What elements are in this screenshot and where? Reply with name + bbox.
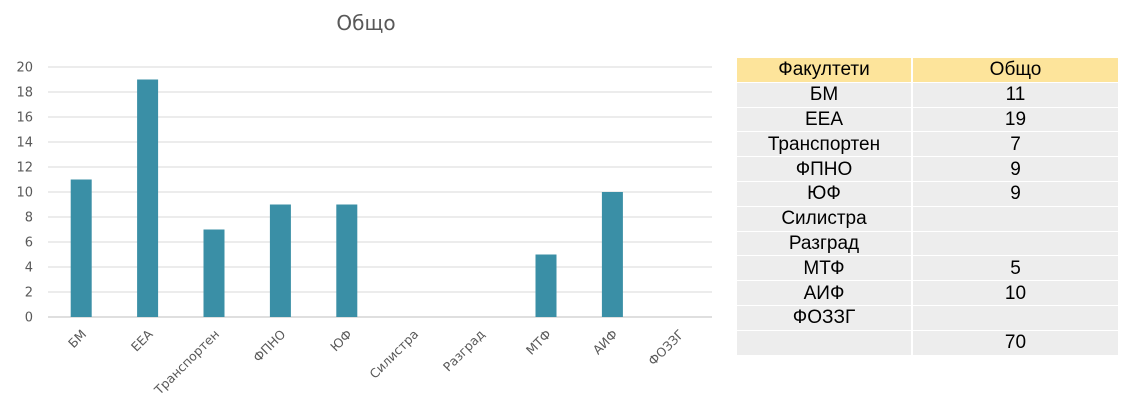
x-tick-label: Силистра xyxy=(366,327,421,382)
total-cell: 70 xyxy=(912,330,1118,356)
y-tick-label: 0 xyxy=(25,311,33,326)
bar xyxy=(269,204,291,317)
y-tick-label: 8 xyxy=(25,211,33,226)
bar xyxy=(203,229,225,317)
table-row: ФПНО 9 xyxy=(737,156,1118,182)
total-cell xyxy=(912,231,1118,257)
table-body: БМ 11 ЕЕА 19 Транспортен 7 ФПНО 9 ЮФ 9 Силистра Раз… xyxy=(737,82,1118,356)
y-tick-label: 16 xyxy=(16,111,33,126)
total-cell: 9 xyxy=(912,156,1118,182)
data-table: Факултети Общо БМ 11 ЕЕА 19 Транспортен 7 ФПНО… xyxy=(737,58,1118,356)
x-tick-label: БМ xyxy=(65,327,89,351)
gridlines xyxy=(48,66,712,318)
bars xyxy=(70,79,623,317)
faculty-cell: Разград xyxy=(737,231,913,257)
faculty-cell: БМ xyxy=(737,82,913,108)
table-row: 70 xyxy=(737,330,1118,356)
bar xyxy=(336,204,358,317)
table-row: ЮФ 9 xyxy=(737,181,1118,207)
bar xyxy=(535,254,557,317)
total-cell xyxy=(912,206,1118,232)
table-row: Разград xyxy=(737,231,1118,257)
table-header-row: Факултети Общо xyxy=(737,58,1118,83)
faculty-cell: ЮФ xyxy=(737,181,913,207)
total-cell: 11 xyxy=(912,82,1118,108)
total-cell: 5 xyxy=(912,255,1118,282)
x-tick-label: МТФ xyxy=(523,326,554,357)
total-cell: 9 xyxy=(912,181,1118,207)
table-row: АИФ 10 xyxy=(737,280,1118,306)
faculty-cell: ФПНО xyxy=(737,156,913,182)
y-tick-label: 20 xyxy=(16,61,33,76)
x-tick-label: Транспортен xyxy=(151,327,223,399)
chart-title: Общо xyxy=(336,11,395,35)
header-faculty: Факултети xyxy=(737,58,913,83)
y-tick-label: 2 xyxy=(25,286,33,301)
faculty-cell: Транспортен xyxy=(737,131,913,158)
table-row: Транспортен 7 xyxy=(737,131,1118,158)
faculty-cell: ФОЗЗГ xyxy=(737,305,913,331)
y-axis-ticks: 0 2 4 6 8 10 12 14 16 18 20 xyxy=(16,61,33,326)
bar xyxy=(70,179,92,317)
y-tick-label: 12 xyxy=(16,161,33,176)
total-cell: 10 xyxy=(912,280,1118,306)
x-tick-label: ФОЗЗГ xyxy=(645,327,687,369)
faculty-cell: ЕЕА xyxy=(737,107,913,133)
table-row: БМ 11 xyxy=(737,82,1118,108)
total-cell xyxy=(912,305,1118,331)
x-tick-label: ЮФ xyxy=(327,326,355,354)
bar xyxy=(601,192,623,317)
faculty-cell: МТФ xyxy=(737,255,913,282)
table-row: Силистра xyxy=(737,206,1118,232)
total-cell: 19 xyxy=(912,107,1118,133)
table-row: ФОЗЗГ xyxy=(737,305,1118,331)
bar-chart: Общо 0 2 4 6 8 10 12 14 16 18 20 БМ ЕЕА Транспортен Ф… xyxy=(16,11,712,398)
y-tick-label: 10 xyxy=(16,186,33,201)
x-tick-label: ЕЕА xyxy=(128,326,156,354)
x-tick-label: ФПНО xyxy=(250,326,289,365)
y-tick-label: 14 xyxy=(16,136,33,151)
faculty-cell: Силистра xyxy=(737,206,913,232)
y-tick-label: 18 xyxy=(16,86,33,101)
table-row: МТФ 5 xyxy=(737,255,1118,282)
faculty-cell: АИФ xyxy=(737,280,913,306)
bar xyxy=(137,79,159,317)
y-tick-label: 6 xyxy=(25,236,33,251)
table-row: ЕЕА 19 xyxy=(737,107,1118,133)
x-tick-label: АИФ xyxy=(590,326,621,357)
header-total: Общо xyxy=(912,58,1118,83)
x-tick-label: Разград xyxy=(440,327,488,375)
faculty-cell xyxy=(737,330,913,356)
y-tick-label: 4 xyxy=(25,261,33,276)
total-cell: 7 xyxy=(912,131,1118,158)
